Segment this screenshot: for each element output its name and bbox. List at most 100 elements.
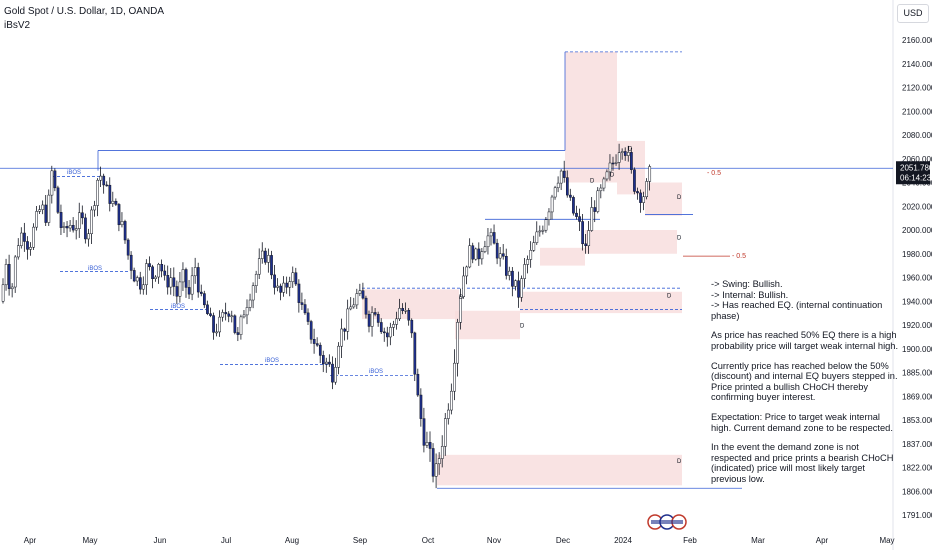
bull-candle [462,275,465,297]
bear-candle [53,170,57,189]
y-tick-label: 1869.000 [902,392,932,401]
bull-candle [617,152,621,163]
bear-candle [132,270,136,282]
bull-candle [181,269,185,283]
bull-candle [20,232,23,246]
bear-candle [236,332,240,335]
bull-candle [599,187,603,192]
bull-candle [404,310,408,312]
bear-candle [71,225,75,231]
last-price-tag [896,161,930,185]
bull-candle [468,245,472,268]
currency-button[interactable]: USD [897,4,929,23]
bull-candle [242,314,246,318]
bear-candle [227,313,231,317]
zone-label: D [520,323,525,329]
candles [1,143,652,489]
bull-candle [538,230,542,233]
bear-candle [26,241,29,250]
bull-candle [1,284,5,302]
bull-candle [245,307,249,316]
bull-candle [193,267,197,277]
note-gap [711,352,901,361]
y-tick-label: 1960.000 [902,274,932,283]
bos-label: iBOS [67,170,81,176]
bull-candle [41,204,45,210]
bear-candle [129,254,133,271]
bull-candle [456,322,459,364]
bear-candle [505,256,508,276]
x-tick-label: May [879,536,894,545]
bear-candle [139,277,142,290]
logo-icon [647,514,687,530]
y-tick-label: 1900.000 [902,345,932,354]
y-tick-label: 1940.000 [902,297,932,306]
y-tick-label: 1837.000 [902,440,932,449]
bear-candle [495,242,499,259]
bear-candle [163,270,167,276]
bull-candle [261,250,264,259]
y-tick-label: 2020.000 [902,202,932,211]
y-tick-label: 2060.000 [902,155,932,164]
bear-candle [633,169,636,192]
x-tick-label: 2024 [614,536,632,545]
bull-candle [62,226,66,228]
bear-candle [630,152,633,170]
bull-candle [642,196,645,203]
y-tick-label: 1980.000 [902,250,932,259]
eq-label: - 0.5 [732,253,746,260]
bear-candle [114,200,118,205]
bull-candle [154,276,157,279]
bear-candle [209,313,212,316]
bull-candle [142,284,145,290]
zone-label: D [677,459,682,465]
bull-candle [291,272,295,282]
bull-candle [532,242,536,251]
bull-candle [474,248,478,260]
bull-candle [221,312,225,318]
bear-candle [318,344,322,356]
bull-candle [465,266,469,277]
bear-candle [584,243,587,247]
price-axis[interactable]: 2160.000 2140.000 2120.000 2100.000 2080.000… [896,36,932,520]
bear-candle [117,204,121,226]
y-tick-label: 1806.000 [902,487,932,496]
eq-label: - 0.5 [707,170,721,177]
zone-label: D [459,295,464,301]
demand-zone [520,291,682,314]
y-tick-label: 1822.000 [902,464,932,473]
bull-candle [398,308,401,320]
bear-candle [593,207,597,212]
bull-candle [480,251,484,260]
bear-candle [212,315,215,333]
bull-candle [340,328,343,347]
bull-candle [239,316,243,335]
bull-candle [254,273,258,286]
bear-candle [361,290,365,299]
bull-candle [29,246,32,250]
bull-candle [590,207,594,231]
demand-zone [565,51,617,183]
x-tick-label: Feb [683,536,697,545]
bear-candle [386,332,389,338]
indicator-name: iBsV2 [4,20,31,31]
y-tick-label: 1920.000 [902,321,932,330]
bos-label: iBOS [265,358,279,364]
time-axis[interactable]: Apr May Jun Jul Aug Sep Oct Nov Dec 2024 Feb Mar Apr… [24,536,895,545]
bull-candle [17,245,20,258]
bear-candle [562,170,566,178]
zone-label: D [590,179,595,185]
bear-candle [578,216,581,222]
bull-candle [78,212,81,229]
bear-candle [413,332,417,375]
bull-candle [547,211,551,220]
zone-label: D [628,146,633,152]
bull-candle [523,264,526,279]
y-tick-label: 2080.000 [902,131,932,140]
bear-candle [407,310,411,321]
bear-candle [422,418,426,446]
bull-candle [459,296,462,323]
zone-label: D [677,236,682,242]
demand-zone [585,230,677,254]
